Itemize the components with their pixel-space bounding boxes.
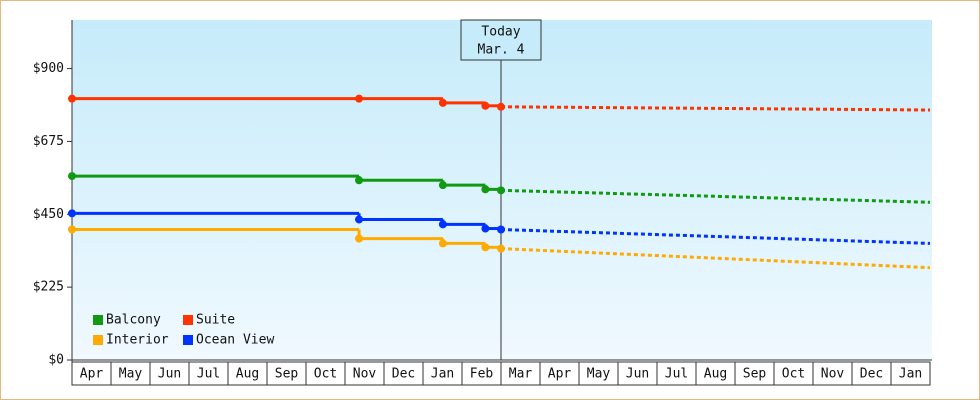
x-tick-label: Sep — [743, 367, 767, 382]
point — [481, 185, 490, 194]
legend-swatch — [93, 335, 103, 345]
x-tick-label: Jul — [197, 367, 220, 382]
today-box — [460, 19, 542, 61]
point — [438, 220, 447, 229]
point — [68, 172, 76, 181]
x-tick-label: Nov — [821, 367, 845, 382]
point — [355, 215, 364, 224]
legend-label: Ocean View — [196, 333, 274, 348]
x-tick-label: Sep — [275, 367, 299, 382]
y-tick-label: $450 — [33, 207, 64, 222]
point — [438, 181, 447, 190]
legend-swatch — [183, 315, 193, 325]
point — [481, 101, 490, 110]
x-tick-label: Feb — [470, 367, 494, 382]
legend-label: Balcony — [106, 313, 161, 328]
today-date: Mar. 4 — [478, 43, 525, 58]
y-tick-label: $675 — [33, 134, 64, 149]
x-cell — [890, 361, 931, 386]
point — [68, 94, 76, 103]
x-tick-label: Dec — [392, 367, 415, 382]
legend-label: Interior — [106, 333, 169, 348]
x-tick-label: Jun — [626, 367, 649, 382]
point — [68, 209, 76, 218]
x-tick-label: Jan — [431, 367, 454, 382]
point — [355, 234, 364, 243]
x-tick-label: Dec — [860, 367, 883, 382]
projection-line — [500, 247, 931, 270]
x-tick-label: Apr — [80, 367, 104, 382]
x-tick-label: Jan — [899, 367, 922, 382]
y-tick-label: $225 — [33, 280, 64, 295]
x-tick-label: Jul — [665, 367, 688, 382]
point — [438, 239, 447, 248]
legend-swatch — [93, 315, 103, 325]
point — [497, 244, 505, 253]
legend-swatch — [183, 335, 193, 345]
point — [497, 225, 505, 234]
x-tick-label: Oct — [782, 367, 805, 382]
x-tick-label: May — [587, 367, 611, 382]
x-tick-label: Jun — [158, 367, 181, 382]
point — [481, 224, 490, 233]
projection-line — [500, 228, 931, 245]
point — [497, 102, 505, 111]
point — [68, 225, 76, 234]
point — [481, 243, 490, 252]
projection-line — [500, 188, 931, 204]
point — [355, 94, 364, 103]
legend-label: Suite — [196, 313, 235, 328]
x-tick-label: Apr — [548, 367, 572, 382]
x-tick-label: Nov — [353, 367, 377, 382]
point — [438, 98, 447, 107]
today-label: Today — [481, 25, 520, 40]
point — [497, 186, 505, 195]
x-tick-label: Aug — [704, 367, 727, 382]
x-tick-label: Mar — [509, 367, 533, 382]
y-tick-label: $900 — [33, 61, 64, 76]
x-tick-label: Aug — [236, 367, 259, 382]
point — [355, 176, 364, 185]
projection-line — [500, 105, 931, 112]
x-tick-label: Oct — [314, 367, 337, 382]
y-tick-label: $0 — [48, 353, 64, 368]
x-tick-label: May — [119, 367, 143, 382]
